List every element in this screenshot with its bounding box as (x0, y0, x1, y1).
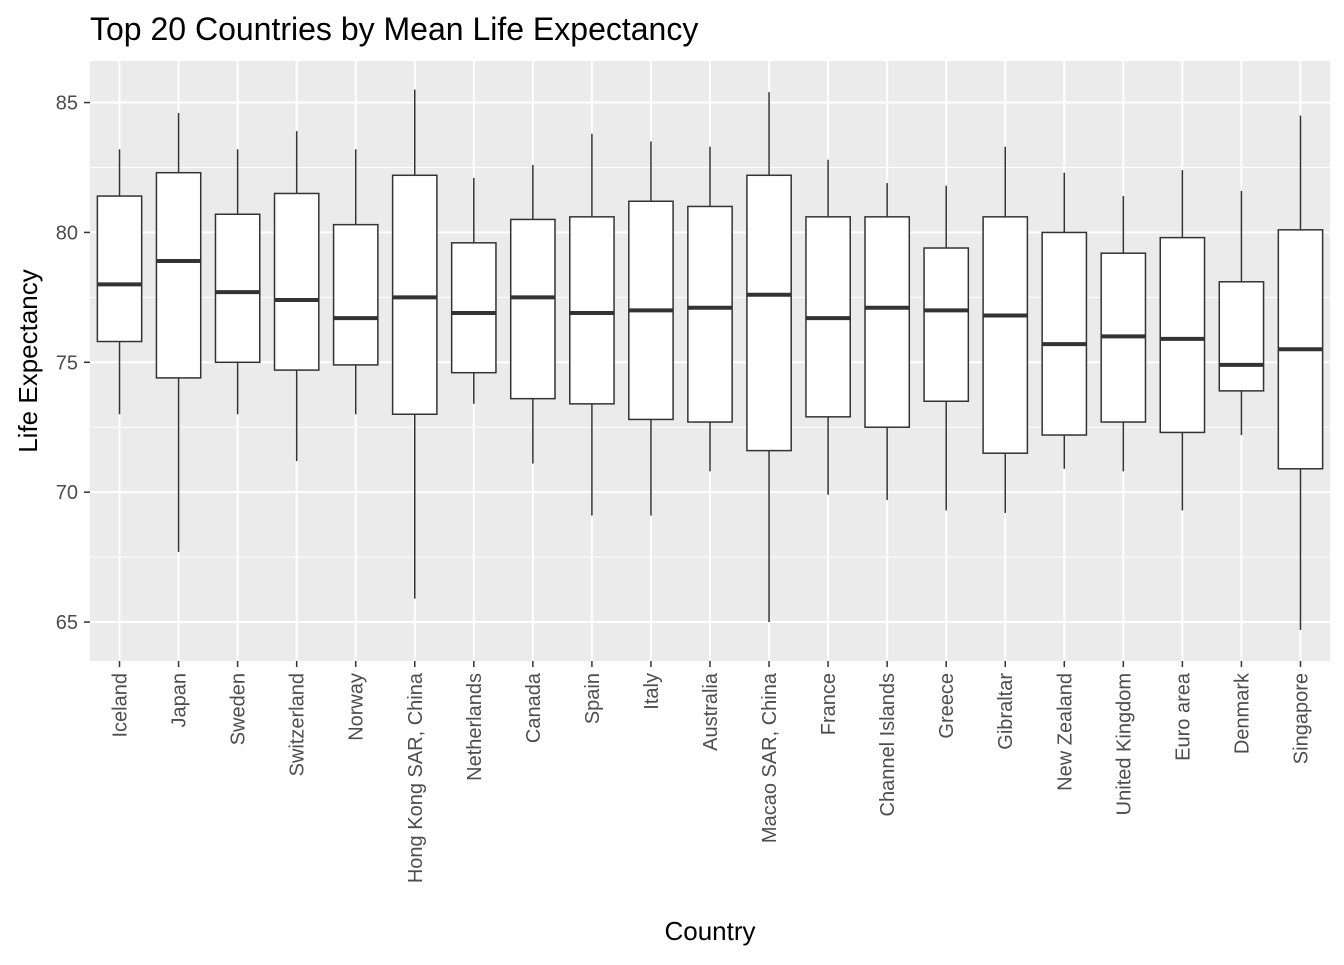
box-canada (509, 164, 556, 464)
box-sweden (214, 149, 261, 415)
box-iqr (332, 223, 379, 366)
box-iceland (96, 149, 143, 415)
box-gibraltar (982, 146, 1029, 513)
box-iqr (214, 213, 261, 364)
box-singapore (1277, 115, 1324, 630)
x-tick-label: Norway (346, 673, 368, 741)
y-axis-title: Life Expectancy (13, 269, 43, 453)
x-tick-label: Canada (523, 672, 545, 743)
box-iqr (155, 171, 202, 379)
x-axis: Iceland Japan Sweden Switzerland Norway Hong … (110, 661, 1312, 883)
box-euro-area (1159, 170, 1206, 511)
box-iqr (923, 247, 970, 403)
box-hong-kong-sar-china (391, 89, 438, 599)
box-iqr (1218, 281, 1265, 392)
y-axis: 65 70 75 80 85 (56, 93, 90, 634)
x-tick-label: New Zealand (1054, 673, 1076, 791)
x-tick-label: Channel Islands (877, 673, 899, 816)
box-iqr (687, 205, 733, 423)
box-united-kingdom (1100, 196, 1147, 472)
box-iqr (96, 195, 143, 343)
box-netherlands (450, 177, 497, 404)
box-japan (155, 112, 202, 552)
box-norway (332, 149, 379, 415)
y-tick-label: 70 (56, 482, 78, 504)
y-tick-label: 85 (56, 93, 78, 115)
box-iqr (864, 216, 911, 428)
x-tick-label: Sweden (228, 673, 250, 745)
y-tick-label: 80 (56, 222, 78, 244)
x-tick-label: Australia (700, 672, 722, 751)
x-tick-label: Netherlands (464, 673, 486, 781)
box-denmark (1218, 190, 1265, 436)
box-switzerland (273, 131, 320, 461)
box-iqr (273, 192, 320, 371)
box-iqr (569, 216, 615, 405)
box-greece (923, 185, 970, 511)
x-tick-label: United Kingdom (1113, 673, 1135, 815)
box-france (805, 159, 851, 495)
chart-title: Top 20 Countries by Mean Life Expectancy (90, 11, 698, 47)
box-iqr (509, 218, 556, 400)
x-tick-label: Switzerland (287, 673, 309, 776)
x-tick-label: Gibraltar (995, 673, 1017, 750)
x-tick-label: France (818, 673, 840, 735)
box-iqr (1159, 236, 1206, 434)
x-tick-label: Greece (936, 673, 958, 739)
box-iqr (450, 242, 497, 374)
box-iqr (746, 174, 792, 452)
x-axis-title: Country (664, 916, 755, 946)
box-australia (687, 146, 733, 472)
x-tick-label: Spain (582, 673, 604, 724)
box-iqr (391, 174, 438, 415)
y-tick-label: 65 (56, 612, 78, 634)
box-iqr (1041, 231, 1088, 436)
x-tick-label: Macao SAR, China (759, 672, 781, 843)
box-italy (628, 141, 674, 516)
box-new-zealand (1041, 172, 1088, 469)
x-tick-label: Italy (641, 673, 663, 710)
x-tick-label: Iceland (110, 673, 132, 738)
x-tick-label: Denmark (1231, 672, 1253, 754)
box-channel-islands (864, 183, 911, 500)
y-tick-label: 75 (56, 352, 78, 374)
x-tick-label: Hong Kong SAR, China (405, 672, 427, 883)
x-tick-label: Euro area (1172, 672, 1194, 761)
x-tick-label: Singapore (1290, 673, 1312, 764)
x-tick-label: Japan (169, 673, 191, 728)
box-spain (569, 133, 615, 516)
box-macao-sar-china (746, 92, 792, 623)
box-iqr (982, 216, 1029, 454)
box-series (96, 89, 1324, 630)
